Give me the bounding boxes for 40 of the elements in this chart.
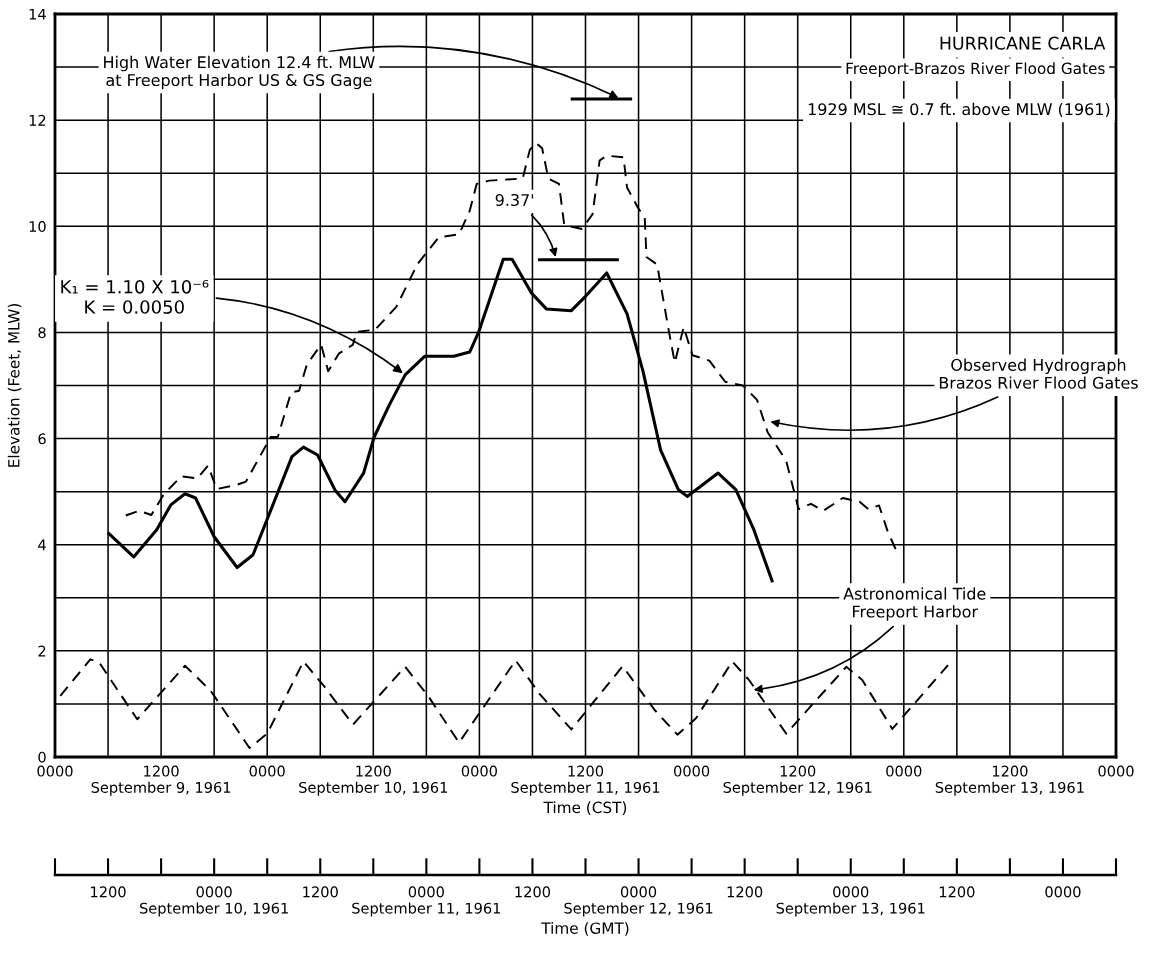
y-tick-label: 6 [38,433,46,445]
x-tick-label: 0000 [461,765,497,777]
x-tick-label: 1200 September 9, 1961 [91,765,231,796]
x-tick-label: 0000 [1098,765,1134,777]
x2-tick-label: 0000 September 12, 1961 [564,886,713,917]
annotation: Observed Hydrograph Brazos River Flood Gates [939,358,1138,389]
x-tick-label: 0000 [886,765,922,777]
y-tick-label: 4 [38,539,46,551]
annotation: Astronomical Tide Freeport Harbor [843,587,986,621]
x2-tick-label: 0000 September 11, 1961 [352,886,501,917]
y-tick-label: 12 [29,114,46,126]
text: HURRICANE CARLA [940,36,1106,50]
x2-tick-label: 1200 [91,886,126,898]
x2-tick-label: 1200 [727,886,763,898]
x2-tick-label: 0000 September 13, 1961 [776,886,925,917]
x2-tick-label: 1200 [303,886,338,898]
x-tick-label: 1200 September 11, 1961 [511,765,660,796]
x-axis-title: Time (CST) [543,801,627,815]
text: Freeport-Brazos River Flood Gates [846,62,1105,78]
y-tick-label: 14 [29,8,46,20]
x-tick-label: 1200 September 13, 1961 [935,765,1084,796]
x2-tick-label: 0000 September 10, 1961 [140,886,288,917]
y-axis-title: Elevation (Feet, MLW) [7,304,22,467]
annotation: 9.37' [495,193,534,207]
x2-tick-label: 0000 [1045,886,1081,898]
x2-tick-label: 1200 [515,886,551,898]
annotation: High Water Elevation 12.4 ft. MLW at Freeport Harbor US & GS Gage [104,55,375,90]
x-tick-label: 0000 [37,765,73,777]
annotation: K₁ = 1.10 X 10⁻⁶ K = 0.0050 [61,279,209,314]
x-tick-label: 0000 [249,765,285,777]
y-tick-label: 10 [29,221,46,233]
x-tick-label: 1200 September 10, 1961 [299,765,448,796]
y-tick-label: 0 [38,751,46,763]
y-tick-label: 8 [38,327,46,339]
annotation: 1929 MSL ≅ 0.7 ft. above MLW (1961) [808,102,1110,118]
y-tick-label: 2 [38,645,46,657]
x2-tick-label: 1200 [939,886,975,898]
x-tick-label: 1200 September 12, 1961 [723,765,872,796]
x-tick-label: 0000 [674,765,710,777]
x2-axis-title: Time (GMT) [541,922,629,936]
